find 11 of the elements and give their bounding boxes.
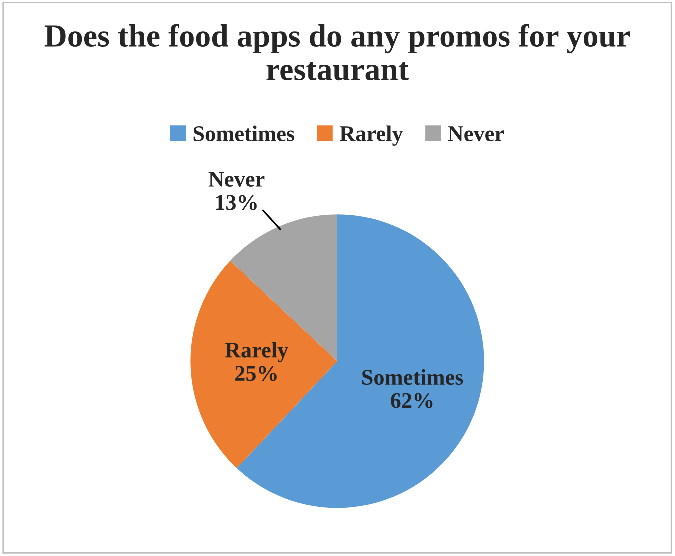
chart-title: Does the food apps do any promos for your restaurant [44, 24, 630, 81]
legend-label: Sometimes [194, 126, 295, 142]
legend-label: Never [448, 126, 504, 142]
slice-label: Rarely [225, 342, 288, 362]
data-label: 62% [391, 393, 433, 408]
slice-label: Never [208, 172, 265, 187]
legend-label: Rarely [340, 126, 404, 146]
pie-slice [190, 260, 338, 468]
data-label: 13% [216, 195, 257, 210]
data-label: 25% [236, 366, 277, 382]
slice-label: Sometimes [362, 369, 464, 386]
